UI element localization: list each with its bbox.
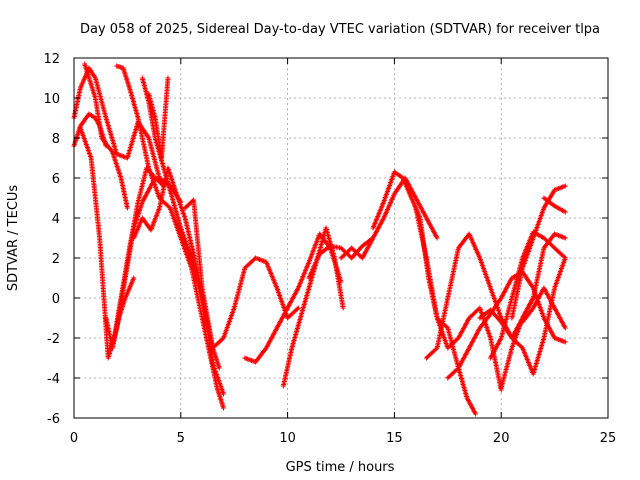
y-tick-label: -6 [47,412,60,427]
y-tick-label: 0 [52,292,60,307]
series-s24 [520,285,568,331]
x-axis-label: GPS time / hours [286,460,395,475]
series-s4 [82,61,130,211]
data-point [294,306,300,312]
data-series [71,61,568,417]
x-tick-label: 10 [279,431,296,446]
data-point [473,411,479,417]
data-point [562,183,568,189]
y-tick-label: 8 [52,132,60,147]
y-tick-label: 2 [52,252,60,267]
data-point [444,324,450,330]
plot-frame [73,57,609,419]
x-axis-ticks: 0 5 10 15 20 25 [70,58,616,446]
data-point [165,75,171,81]
x-tick-label: 15 [386,431,403,446]
series-s22 [498,231,568,391]
data-point [562,235,568,241]
series-s11 [182,197,301,351]
chart-title: Day 058 of 2025, Sidereal Day-to-day VTE… [80,22,600,37]
data-point [340,305,346,311]
series-s7 [109,275,137,351]
data-point [131,275,137,281]
series-s18 [423,231,536,361]
data-point [562,325,568,331]
y-tick-label: 12 [43,52,60,67]
data-point [216,365,222,371]
data-point [562,209,568,215]
y-axis-ticks: -6 -4 -2 0 2 4 6 8 10 12 [43,52,608,427]
y-tick-label: 4 [52,212,60,227]
x-tick-label: 0 [70,431,78,446]
data-point [221,405,227,411]
y-axis-label: SDTVAR / TECUs [6,185,21,292]
data-point [562,339,568,345]
data-point [562,255,568,261]
y-tick-label: 6 [52,172,60,187]
x-tick-label: 25 [600,431,617,446]
series-s17 [413,205,504,393]
x-tick-label: 5 [177,431,185,446]
data-point [561,254,567,260]
series-s25 [541,195,568,215]
data-point [295,305,301,311]
y-tick-label: -2 [47,332,60,347]
data-point [434,235,440,241]
data-point [433,346,439,352]
series-s9 [146,75,171,161]
y-tick-label: 10 [43,92,60,107]
y-tick-label: -4 [47,372,60,387]
x-tick-label: 20 [493,431,510,446]
data-point [221,391,227,397]
data-point [124,205,130,211]
